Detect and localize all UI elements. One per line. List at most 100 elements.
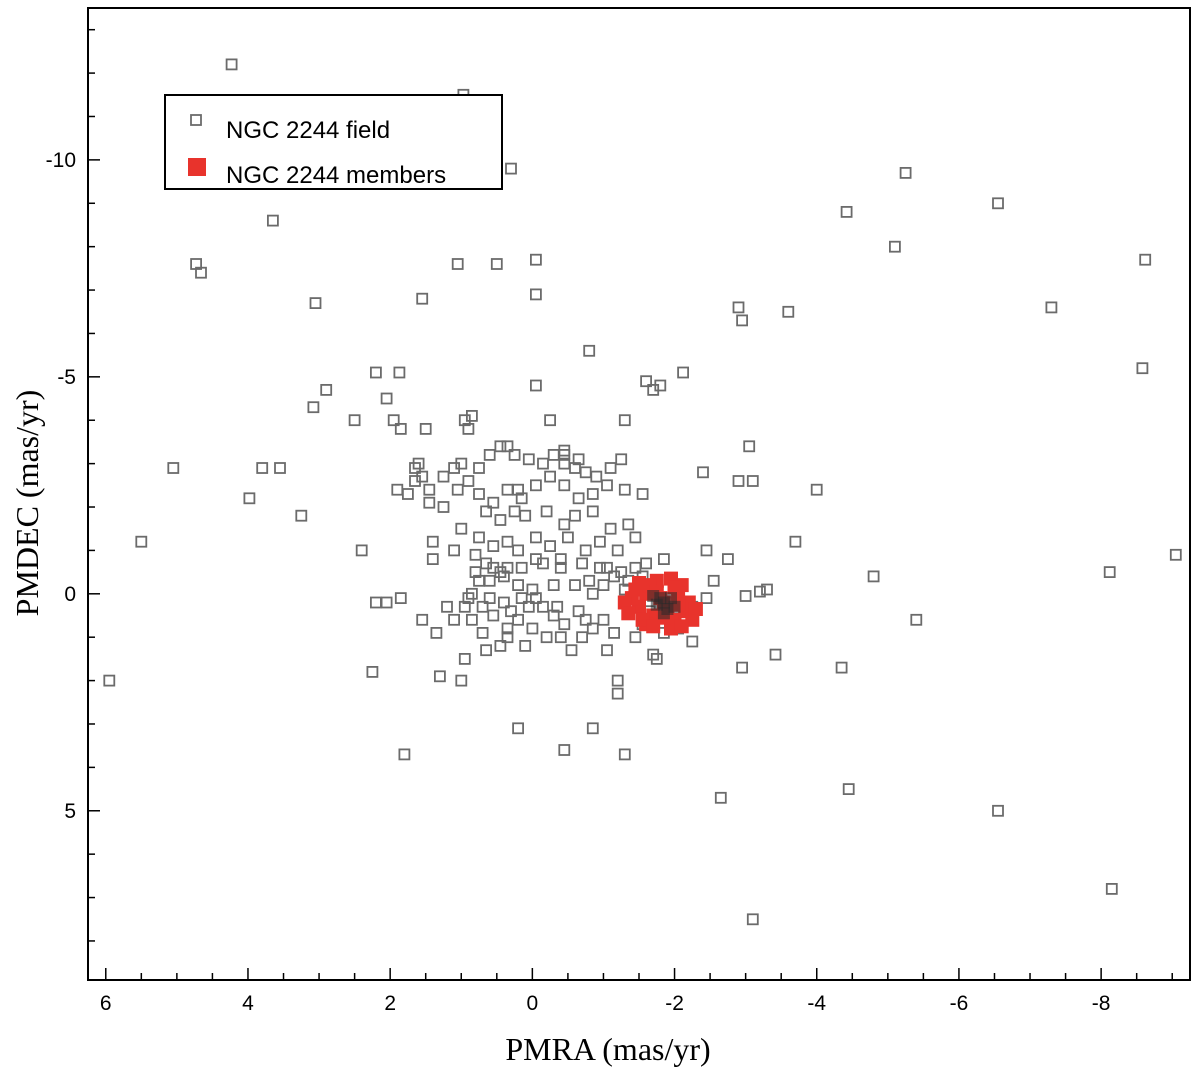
field-point — [266, 214, 279, 227]
field-point — [586, 488, 599, 500]
field-point — [530, 592, 542, 604]
field-point — [393, 366, 406, 379]
field-point — [746, 475, 759, 487]
field-point — [547, 579, 560, 591]
member-point — [621, 606, 636, 621]
x-tick-label: 4 — [242, 992, 254, 1015]
field-point — [640, 375, 652, 388]
field-point — [636, 488, 649, 500]
field-point — [455, 522, 468, 535]
field-point — [437, 470, 450, 483]
field-point — [519, 640, 532, 652]
field-point — [782, 305, 795, 318]
field-point — [458, 600, 471, 613]
field-point — [530, 531, 542, 544]
field-point — [586, 622, 599, 635]
field-point — [426, 535, 439, 548]
field-point — [473, 531, 485, 544]
member-point — [635, 612, 650, 627]
field-point — [476, 600, 489, 613]
field-point — [583, 574, 596, 587]
field-point — [419, 422, 432, 435]
field-point — [465, 409, 478, 422]
member-point — [632, 576, 646, 590]
field-point — [647, 648, 660, 661]
field-point — [601, 561, 613, 574]
field-point — [576, 557, 588, 570]
member-point — [617, 595, 632, 610]
field-point — [515, 492, 528, 505]
field-point — [608, 627, 620, 639]
field-point — [515, 561, 528, 574]
field-point — [256, 462, 269, 474]
field-point — [889, 240, 901, 253]
field-point — [647, 383, 660, 396]
field-point — [615, 566, 628, 578]
field-point — [618, 483, 631, 496]
field-point — [700, 544, 713, 557]
legend-label-field: NGC 2244 field — [226, 117, 390, 144]
field-point — [458, 653, 471, 665]
field-point — [551, 600, 564, 613]
field-point — [629, 531, 642, 544]
field-point — [562, 531, 574, 544]
field-point — [508, 448, 521, 461]
field-point — [537, 600, 549, 613]
field-point — [540, 631, 553, 644]
field-point — [320, 383, 333, 396]
field-point — [487, 496, 500, 509]
field-point — [512, 579, 524, 591]
field-point — [547, 609, 560, 622]
field-point — [512, 722, 524, 735]
y-axis-title: PMDEC (mas/yr) — [9, 390, 45, 617]
field-point — [579, 613, 592, 626]
field-point — [451, 258, 464, 270]
field-point — [558, 518, 571, 531]
x-tick-label: -2 — [665, 992, 684, 1015]
field-point — [501, 535, 514, 548]
field-point — [576, 631, 588, 644]
member-core-point — [647, 590, 660, 602]
member-point — [688, 602, 703, 616]
field-point — [572, 492, 585, 505]
field-point — [497, 596, 510, 609]
legend: NGC 2244 field NGC 2244 members — [164, 94, 503, 190]
field-point — [622, 518, 635, 531]
field-point — [594, 561, 606, 574]
y-tick-label: 5 — [64, 800, 76, 823]
field-point — [494, 640, 507, 652]
legend-box — [164, 94, 503, 190]
field-point — [579, 544, 592, 557]
field-point — [387, 414, 400, 427]
field-point — [746, 913, 759, 926]
field-point — [526, 622, 539, 635]
x-tick-label: -6 — [950, 992, 969, 1015]
field-point — [426, 553, 439, 565]
field-point — [469, 548, 482, 561]
field-point — [1045, 301, 1058, 314]
field-point — [409, 475, 421, 487]
field-point — [391, 483, 404, 496]
field-point — [501, 631, 514, 644]
field-point — [423, 496, 436, 509]
field-point — [423, 483, 436, 496]
field-point — [789, 535, 802, 548]
field-point — [597, 613, 610, 626]
field-point — [455, 457, 468, 470]
field-point — [707, 574, 720, 587]
field-point — [604, 522, 617, 535]
field-point — [522, 600, 535, 613]
field-point — [483, 448, 496, 461]
field-point — [243, 492, 256, 505]
field-point — [658, 553, 670, 565]
field-point — [597, 579, 610, 591]
field-point — [409, 462, 421, 474]
field-point — [558, 744, 571, 756]
field-point — [480, 505, 493, 518]
y-tick-label: 0 — [64, 583, 76, 606]
field-point — [473, 462, 485, 474]
field-point — [487, 609, 500, 622]
field-point — [490, 258, 503, 270]
field-point — [505, 162, 517, 175]
field-point — [505, 605, 517, 618]
